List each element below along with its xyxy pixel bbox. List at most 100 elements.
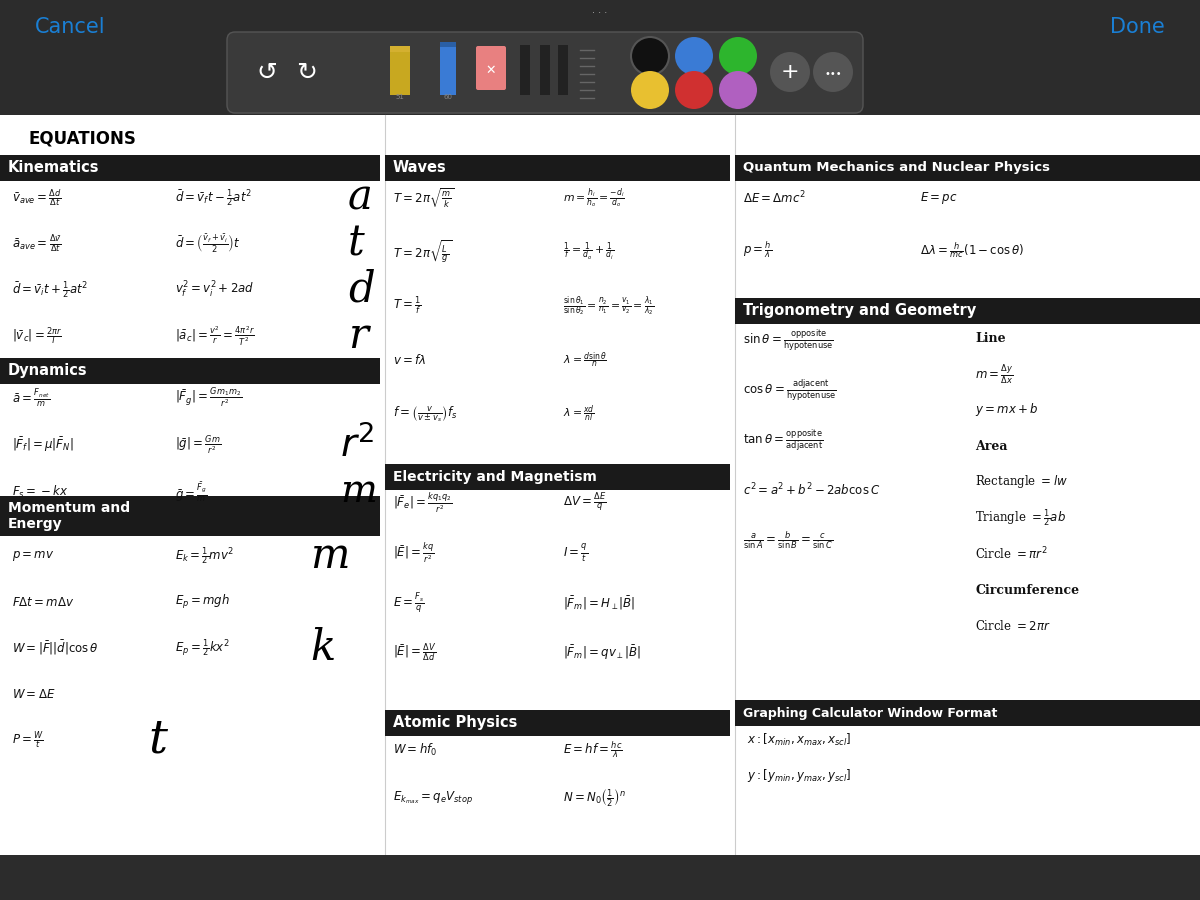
Text: Trigonometry and Geometry: Trigonometry and Geometry bbox=[743, 303, 977, 319]
Text: $\bar{g} = \frac{\bar{F}_g}{m}$: $\bar{g} = \frac{\bar{F}_g}{m}$ bbox=[175, 481, 208, 504]
Text: $\bar{a} = \frac{F_{net}}{m}$: $\bar{a} = \frac{F_{net}}{m}$ bbox=[12, 387, 50, 409]
Bar bbox=[0, 855, 1200, 900]
Bar bbox=[385, 155, 730, 181]
Text: $\lambda = \frac{d\sin\theta}{n}$: $\lambda = \frac{d\sin\theta}{n}$ bbox=[563, 350, 607, 370]
Text: Electricity and Magnetism: Electricity and Magnetism bbox=[394, 470, 596, 484]
Text: •••: ••• bbox=[824, 69, 842, 79]
Text: $\bar{v}_{ave} = \frac{\Delta d}{\Delta t}$: $\bar{v}_{ave} = \frac{\Delta d}{\Delta … bbox=[12, 187, 61, 209]
Text: ↺: ↺ bbox=[257, 61, 277, 85]
Text: $m = \frac{h_i}{h_o} = \frac{-d_i}{d_o}$: $m = \frac{h_i}{h_o} = \frac{-d_i}{d_o}$ bbox=[563, 186, 625, 210]
Text: $p = mv$: $p = mv$ bbox=[12, 549, 54, 563]
Text: $v = f\lambda$: $v = f\lambda$ bbox=[394, 353, 426, 367]
Bar bbox=[734, 155, 1200, 181]
Text: $E = \frac{F_s}{q}$: $E = \frac{F_s}{q}$ bbox=[394, 591, 425, 615]
Text: m: m bbox=[310, 535, 349, 577]
Text: $|\bar{a}_c| = \frac{v^2}{r} = \frac{4\pi^2 r}{T^2}$: $|\bar{a}_c| = \frac{v^2}{r} = \frac{4\p… bbox=[175, 324, 254, 347]
Text: $I = \frac{q}{t}$: $I = \frac{q}{t}$ bbox=[563, 543, 588, 563]
Bar bbox=[385, 464, 730, 490]
Text: $E = hf = \frac{hc}{\lambda}$: $E = hf = \frac{hc}{\lambda}$ bbox=[563, 740, 623, 760]
Text: Rectangle $= lw$: Rectangle $= lw$ bbox=[974, 473, 1068, 491]
Bar bbox=[0, 155, 380, 181]
Text: Quantum Mechanics and Nuclear Physics: Quantum Mechanics and Nuclear Physics bbox=[743, 161, 1050, 175]
Bar bbox=[0, 496, 380, 536]
Text: +: + bbox=[781, 62, 799, 82]
Bar bbox=[440, 42, 456, 47]
Text: Momentum and
Energy: Momentum and Energy bbox=[8, 501, 130, 531]
Text: Graphing Calculator Window Format: Graphing Calculator Window Format bbox=[743, 706, 997, 719]
Text: $y: [y_{min}, y_{max}, y_{scl}]$: $y: [y_{min}, y_{max}, y_{scl}]$ bbox=[746, 767, 852, 784]
Text: $|\bar{F}_f| = \mu|\bar{F}_N|$: $|\bar{F}_f| = \mu|\bar{F}_N|$ bbox=[12, 436, 73, 454]
Circle shape bbox=[674, 71, 713, 109]
Text: $\bar{a}_{ave} = \frac{\Delta \bar{v}}{\Delta t}$: $\bar{a}_{ave} = \frac{\Delta \bar{v}}{\… bbox=[12, 233, 61, 255]
Text: $E = pc$: $E = pc$ bbox=[920, 190, 958, 206]
Circle shape bbox=[674, 37, 713, 75]
Bar bbox=[440, 45, 456, 95]
Text: $\frac{a}{\sin A} = \frac{b}{\sin B} = \frac{c}{\sin C}$: $\frac{a}{\sin A} = \frac{b}{\sin B} = \… bbox=[743, 529, 833, 551]
Text: r: r bbox=[348, 315, 368, 357]
Text: $c^2 = a^2 + b^2 - 2ab\cos C$: $c^2 = a^2 + b^2 - 2ab\cos C$ bbox=[743, 482, 881, 499]
Text: Waves: Waves bbox=[394, 160, 446, 176]
Text: $x: [x_{min}, x_{max}, x_{scl}]$: $x: [x_{min}, x_{max}, x_{scl}]$ bbox=[746, 732, 852, 748]
Text: Atomic Physics: Atomic Physics bbox=[394, 716, 517, 731]
Bar bbox=[558, 45, 568, 95]
Text: m: m bbox=[340, 473, 377, 510]
Text: $E_{k_{max}} = q_e V_{stop}$: $E_{k_{max}} = q_e V_{stop}$ bbox=[394, 788, 473, 806]
Text: Area: Area bbox=[974, 439, 1008, 453]
Bar bbox=[734, 298, 1200, 324]
Bar bbox=[390, 46, 410, 52]
Text: $v_f^2 = v_i^2 + 2ad$: $v_f^2 = v_i^2 + 2ad$ bbox=[175, 280, 254, 300]
Circle shape bbox=[631, 71, 670, 109]
Text: $\Delta V = \frac{\Delta E}{q}$: $\Delta V = \frac{\Delta E}{q}$ bbox=[563, 492, 606, 514]
Text: $E_k = \frac{1}{2}mv^2$: $E_k = \frac{1}{2}mv^2$ bbox=[175, 545, 234, 567]
Text: Line: Line bbox=[974, 331, 1006, 345]
FancyBboxPatch shape bbox=[227, 32, 863, 113]
Text: $T = 2\pi\sqrt{\frac{L}{g}}$: $T = 2\pi\sqrt{\frac{L}{g}}$ bbox=[394, 238, 452, 266]
Text: $r^2$: $r^2$ bbox=[340, 425, 374, 464]
Text: Triangle $= \frac{1}{2}ab$: Triangle $= \frac{1}{2}ab$ bbox=[974, 508, 1066, 529]
Text: Done: Done bbox=[1110, 17, 1165, 37]
Text: $m = \frac{\Delta y}{\Delta x}$: $m = \frac{\Delta y}{\Delta x}$ bbox=[974, 362, 1014, 386]
Text: Kinematics: Kinematics bbox=[8, 160, 100, 176]
Bar bbox=[390, 50, 410, 95]
Text: $|\bar{E}| = \frac{kq}{r^2}$: $|\bar{E}| = \frac{kq}{r^2}$ bbox=[394, 541, 434, 565]
Text: $\Delta E = \Delta mc^2$: $\Delta E = \Delta mc^2$ bbox=[743, 190, 806, 206]
Circle shape bbox=[631, 37, 670, 75]
Text: $E_p = \frac{1}{2}kx^2$: $E_p = \frac{1}{2}kx^2$ bbox=[175, 637, 230, 659]
Text: $W = \Delta E$: $W = \Delta E$ bbox=[12, 688, 55, 700]
Circle shape bbox=[814, 52, 853, 92]
Text: $|\bar{F}_g| = \frac{Gm_1 m_2}{r^2}$: $|\bar{F}_g| = \frac{Gm_1 m_2}{r^2}$ bbox=[175, 386, 242, 410]
Text: Circumference: Circumference bbox=[974, 583, 1079, 597]
Bar bbox=[520, 45, 530, 95]
Text: $\tan\theta = \frac{\mathrm{opposite}}{\mathrm{adjacent}}$: $\tan\theta = \frac{\mathrm{opposite}}{\… bbox=[743, 428, 823, 453]
Text: $|\bar{F}_e| = \frac{kq_1 q_2}{r^2}$: $|\bar{F}_e| = \frac{kq_1 q_2}{r^2}$ bbox=[394, 491, 452, 516]
Text: $|\bar{F}_m| = H_\perp |\bar{B}|$: $|\bar{F}_m| = H_\perp |\bar{B}|$ bbox=[563, 594, 635, 612]
Text: $\bar{d} = \bar{v}_f t - \frac{1}{2}at^2$: $\bar{d} = \bar{v}_f t - \frac{1}{2}at^2… bbox=[175, 187, 252, 209]
Bar bbox=[734, 700, 1200, 726]
Text: $p = \frac{h}{\lambda}$: $p = \frac{h}{\lambda}$ bbox=[743, 239, 772, 260]
Text: $y = mx + b$: $y = mx + b$ bbox=[974, 401, 1038, 419]
Text: $T = \frac{1}{f}$: $T = \frac{1}{f}$ bbox=[394, 295, 422, 317]
Text: . . .: . . . bbox=[593, 5, 607, 15]
FancyBboxPatch shape bbox=[476, 46, 506, 90]
Text: $P = \frac{W}{t}$: $P = \frac{W}{t}$ bbox=[12, 729, 44, 751]
Text: t: t bbox=[148, 717, 167, 762]
Text: k: k bbox=[310, 627, 335, 669]
Text: ✕: ✕ bbox=[486, 64, 497, 76]
Bar bbox=[0, 115, 1200, 860]
Text: $|\bar{E}| = \frac{\Delta V}{\Delta d}$: $|\bar{E}| = \frac{\Delta V}{\Delta d}$ bbox=[394, 642, 437, 664]
Text: 51: 51 bbox=[396, 94, 404, 100]
Text: $W = hf_0$: $W = hf_0$ bbox=[394, 742, 437, 758]
Text: Circle $= 2\pi r$: Circle $= 2\pi r$ bbox=[974, 619, 1051, 633]
Text: ↻: ↻ bbox=[296, 61, 318, 85]
Text: $\frac{1}{f} = \frac{1}{d_o} + \frac{1}{d_i}$: $\frac{1}{f} = \frac{1}{d_o} + \frac{1}{… bbox=[563, 240, 614, 264]
Text: $E_p = mgh$: $E_p = mgh$ bbox=[175, 593, 230, 611]
Text: EQUATIONS: EQUATIONS bbox=[28, 129, 136, 147]
Text: $\sin\theta = \frac{\mathrm{opposite}}{\mathrm{hypotenuse}}$: $\sin\theta = \frac{\mathrm{opposite}}{\… bbox=[743, 328, 834, 353]
Text: 60: 60 bbox=[444, 94, 452, 100]
Bar bbox=[0, 358, 380, 384]
Bar bbox=[0, 0, 1200, 115]
Text: $N = N_0\left(\frac{1}{2}\right)^n$: $N = N_0\left(\frac{1}{2}\right)^n$ bbox=[563, 787, 626, 807]
Text: $\frac{\sin\theta_1}{\sin\theta_2} = \frac{n_2}{n_1} = \frac{v_1}{v_2} = \frac{\: $\frac{\sin\theta_1}{\sin\theta_2} = \fr… bbox=[563, 294, 654, 318]
Circle shape bbox=[770, 52, 810, 92]
Circle shape bbox=[719, 71, 757, 109]
